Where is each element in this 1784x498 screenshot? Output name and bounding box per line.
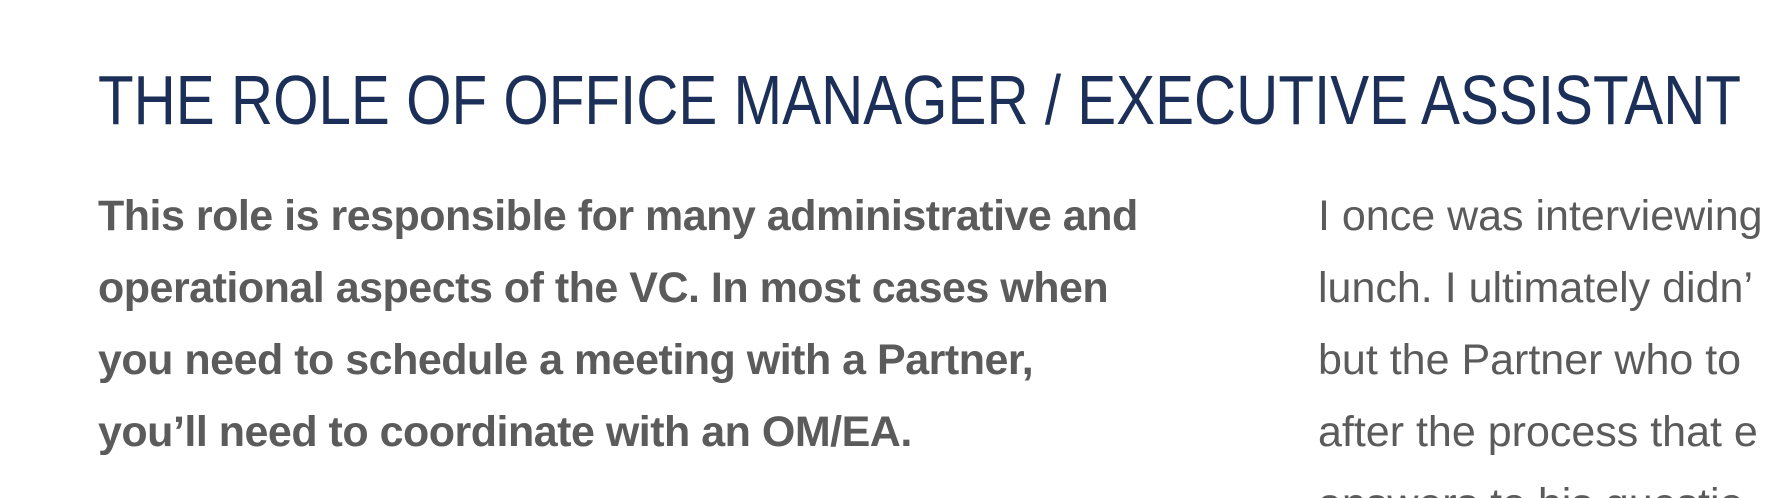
heading-area: THE ROLE OF OFFICE MANAGER / EXECUTIVE A… — [98, 61, 1741, 139]
text-line: after the process that e — [1318, 408, 1758, 456]
text-line: operational aspects of the VC. In most c… — [98, 264, 1109, 312]
text-line: you need to schedule a meeting with a Pa… — [98, 336, 1034, 384]
text-line: but the Partner who to — [1318, 336, 1742, 384]
text-line: This role is responsible for many admini… — [98, 192, 1138, 240]
text-line: I once was interviewing — [1318, 192, 1763, 240]
heading: THE ROLE OF OFFICE MANAGER / EXECUTIVE A… — [98, 61, 1741, 139]
text-line: answers to his questio — [1318, 480, 1743, 498]
text-line: lunch. I ultimately didn’ — [1318, 264, 1753, 312]
text-line: you’ll need to coordinate with an OM/EA. — [98, 408, 912, 456]
